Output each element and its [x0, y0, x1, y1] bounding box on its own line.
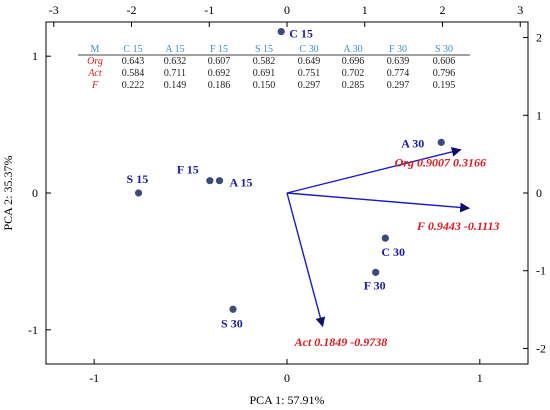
table-cell: 0.632 — [164, 56, 187, 67]
table-header-cell: M — [91, 44, 100, 55]
table-cell: 0.582 — [253, 56, 276, 67]
x-tick-label-top: -1 — [204, 3, 214, 17]
x-tick-label-bottom: 1 — [477, 371, 483, 385]
table-cell: 0.702 — [342, 68, 365, 79]
y-axis-title: PCA 2: 35.37% — [1, 155, 15, 230]
table-cell: 0.796 — [433, 68, 456, 79]
table-row-label: Act — [87, 68, 102, 79]
table-cell: 0.751 — [298, 68, 321, 79]
score-point-label: A 15 — [230, 176, 253, 190]
score-point — [437, 138, 445, 146]
table-cell: 0.222 — [122, 80, 145, 91]
table-header-cell: C 15 — [123, 44, 142, 55]
table-cell: 0.649 — [298, 56, 321, 67]
y-tick-label-right: -1 — [536, 264, 546, 278]
x-axis-title: PCA 1: 57.91% — [249, 393, 324, 407]
table-row-label: Org — [87, 56, 103, 67]
score-point — [229, 305, 237, 313]
loading-vector-label: Org 0.9007 0.3166 — [395, 156, 486, 170]
score-point-label: S 15 — [127, 172, 149, 186]
score-point — [277, 27, 285, 36]
x-tick-label-bottom: 0 — [284, 371, 290, 385]
y-tick-label-right: 0 — [536, 186, 542, 200]
score-points: C 15 S 15 F 15 A 15 A 30 C 30 F 30 S 30 — [127, 27, 445, 330]
score-point-label: S 30 — [221, 316, 243, 330]
x-tick-label-top: -3 — [49, 3, 59, 17]
table-cell: 0.285 — [342, 80, 365, 91]
x-tick-label-top: 1 — [362, 3, 368, 17]
table-cell: 0.186 — [208, 80, 231, 91]
data-table: M C 15 A 15 F 15 S 15 C 30 A 30 F 30 S 30 Org 0.64… — [78, 44, 470, 91]
loading-vectors: Org 0.9007 0.3166 F 0.9443 -0.1113 Act 0.1… — [286, 147, 500, 349]
x-tick-label-top: 0 — [284, 3, 290, 17]
table-cell: 0.584 — [122, 68, 145, 79]
score-point — [206, 177, 214, 185]
table-cell: 0.297 — [298, 80, 321, 91]
loading-vector-label: F 0.9443 -0.1113 — [416, 219, 499, 233]
table-header-cell: A 15 — [165, 44, 184, 55]
table-header-cell: S 15 — [255, 44, 273, 55]
x-tick-label-top: 3 — [517, 3, 523, 17]
y-tick-label-right: 1 — [536, 108, 542, 122]
table-cell: 0.774 — [387, 68, 410, 79]
table-cell: 0.150 — [253, 80, 276, 91]
score-point-label: F 30 — [364, 278, 386, 292]
loading-vector-arrow — [286, 147, 462, 194]
score-point — [134, 189, 143, 197]
table-cell: 0.643 — [122, 56, 145, 67]
table-cell: 0.639 — [387, 56, 410, 67]
score-point — [215, 177, 224, 185]
score-point-label: C 30 — [381, 245, 405, 259]
table-cell: 0.691 — [253, 68, 276, 79]
table-row-label: F — [91, 80, 99, 91]
table-header-cell: F 15 — [210, 44, 228, 55]
table-cell: 0.297 — [387, 80, 410, 91]
score-point — [381, 234, 389, 242]
x-tick-label-top: -2 — [127, 3, 137, 17]
y-tick-label-right: -2 — [536, 341, 546, 355]
loading-vector-label: Act 0.1849 -0.9738 — [294, 335, 388, 349]
y-tick-label-left: 1 — [32, 49, 38, 63]
y-tick-label-right: 2 — [536, 31, 542, 45]
table-header-cell: F 30 — [389, 44, 407, 55]
x-tick-label-bottom: -1 — [89, 371, 99, 385]
score-point — [372, 268, 380, 276]
loading-vector-arrow — [286, 192, 326, 328]
score-point-label: C 15 — [289, 27, 313, 41]
x-tick-label-top: 2 — [439, 3, 445, 17]
table-cell: 0.692 — [208, 68, 231, 79]
loading-vector-arrow — [286, 192, 471, 213]
table-cell: 0.607 — [208, 56, 231, 67]
table-header-cell: S 30 — [435, 44, 453, 55]
score-point-label: A 30 — [401, 136, 424, 150]
y-tick-label-left: 0 — [32, 186, 38, 200]
table-cell: 0.711 — [164, 68, 186, 79]
y-tick-label-left: -1 — [28, 323, 38, 337]
score-point-label: F 15 — [177, 163, 199, 177]
table-header-cell: A 30 — [343, 44, 362, 55]
table-cell: 0.606 — [433, 56, 456, 67]
table-header-cell: C 30 — [299, 44, 318, 55]
table-cell: 0.149 — [164, 80, 187, 91]
table-cell: 0.696 — [342, 56, 365, 67]
table-cell: 0.195 — [433, 80, 456, 91]
